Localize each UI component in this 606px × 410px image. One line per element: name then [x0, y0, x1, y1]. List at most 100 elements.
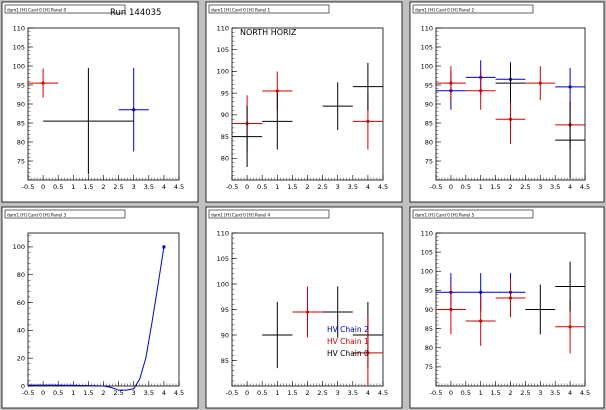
x-tick-label: 1.5 [490, 389, 500, 397]
y-tick-label: 90 [425, 100, 433, 108]
y-tick-label: 90 [425, 306, 433, 314]
x-tick-label: 2 [508, 389, 512, 397]
x-tick-label: 3 [538, 389, 542, 397]
x-tick-label: 2 [101, 389, 105, 397]
x-tick-label: 4 [162, 183, 166, 191]
y-tick-label: 80 [221, 155, 229, 163]
x-tick-label: 0.5 [461, 389, 471, 397]
data-point [538, 81, 542, 85]
y-tick-label: 95 [221, 89, 229, 97]
x-tick-label: 0.5 [257, 183, 267, 191]
y-tick-label: 110 [421, 24, 433, 32]
data-point [275, 89, 279, 93]
pad-title-box [4, 4, 126, 14]
data-point [132, 108, 136, 112]
x-tick-label: 3.5 [144, 389, 154, 397]
y-tick-label: 100 [13, 243, 25, 251]
x-tick-label: 4 [366, 183, 370, 191]
x-tick-label: 2.5 [520, 183, 530, 191]
data-point [366, 119, 370, 123]
data-point [305, 310, 310, 314]
x-tick-label: 4.5 [174, 183, 184, 191]
y-tick-label: 75 [425, 363, 433, 371]
x-tick-label: 0 [245, 389, 249, 397]
y-tick-label: 110 [217, 24, 229, 32]
y-tick-label: 85 [221, 357, 229, 365]
y-tick-label: 85 [221, 133, 229, 141]
x-tick-label: 2.5 [317, 389, 327, 397]
x-tick-label: 0 [245, 183, 249, 191]
legend-entry: HV Chain 2 [327, 325, 369, 334]
y-tick-label: 80 [17, 138, 25, 146]
y-tick-label: 80 [425, 138, 433, 146]
y-tick-label: 90 [17, 100, 25, 108]
x-tick-label: 4.5 [580, 183, 590, 191]
y-tick-label: 110 [421, 229, 433, 237]
pad-title-box [208, 209, 330, 219]
legend-entry: HV Chain 1 [327, 337, 369, 346]
x-tick-label: 4 [568, 183, 572, 191]
y-tick-label: 105 [421, 43, 433, 51]
data-point [479, 89, 483, 93]
pad-title: dam1 [H] Card 0 [H] Panel 3 [7, 213, 67, 218]
y-tick-label: 85 [17, 119, 25, 127]
y-tick-label: 90 [221, 111, 229, 119]
pad-1: dam1 [H] Card 0 [H] Panel 0 -0.5 0 0.5 1 1.5 2… [1, 1, 199, 203]
pad-annotation: NORTH HORIZ [240, 28, 297, 37]
y-tick-label: 80 [17, 271, 25, 279]
x-tick-label: 1 [275, 389, 279, 397]
x-tick-label: 4 [366, 389, 370, 397]
curve-marker [162, 245, 166, 249]
y-tick-label: 105 [217, 255, 229, 263]
pad-title-box [4, 209, 126, 219]
data-point [449, 307, 453, 312]
x-tick-label: 3 [336, 183, 340, 191]
x-tick-label: 1 [275, 183, 279, 191]
data-point [41, 81, 45, 85]
x-tick-label: 1 [71, 183, 75, 191]
y-tick-label: 100 [217, 280, 229, 288]
x-tick-label: 0 [449, 389, 453, 397]
data-point [568, 85, 572, 89]
pad-frame [1, 1, 199, 203]
pad-title-box [208, 4, 330, 14]
y-tick-label: 95 [425, 287, 433, 295]
x-tick-label: -0.5 [430, 389, 443, 397]
x-tick-label: 2.5 [113, 389, 123, 397]
x-tick-label: 2.5 [113, 183, 123, 191]
pad-title: dam1 [H] Card 0 [H] Panel 5 [415, 213, 475, 218]
pad-title-box [412, 209, 534, 219]
x-tick-label: -0.5 [226, 183, 239, 191]
x-tick-label: 4.5 [580, 389, 590, 397]
y-tick-label: 100 [421, 62, 433, 70]
x-tick-label: 3 [336, 389, 340, 397]
x-tick-label: 4.5 [174, 389, 184, 397]
pad-title: dam1 [H] Card 0 [H] Panel 2 [415, 8, 475, 13]
x-tick-label: -0.5 [430, 183, 443, 191]
pad-5: dam1 [H] Card 0 [H] Panel 4 -0.5 0 0.5 1 1.5 2… [205, 206, 403, 409]
x-tick-label: 3 [132, 389, 136, 397]
y-tick-label: 95 [17, 81, 25, 89]
y-tick-label: 105 [217, 46, 229, 54]
x-tick-label: 1 [71, 389, 75, 397]
y-tick-label: 90 [221, 331, 229, 339]
data-point [508, 117, 513, 121]
x-tick-label: 1 [479, 389, 483, 397]
x-tick-label: 4.5 [378, 389, 388, 397]
data-point [366, 351, 370, 355]
pad-title-box [412, 4, 534, 14]
y-tick-label: 100 [13, 62, 25, 70]
x-tick-label: 1.5 [287, 389, 297, 397]
x-tick-label: 3.5 [144, 183, 154, 191]
pad-6: dam1 [H] Card 0 [H] Panel 5 -0.5 0 0.5 1 1.5 2… [409, 206, 605, 409]
x-tick-label: -0.5 [22, 389, 35, 397]
x-tick-label: 4.5 [378, 183, 388, 191]
y-tick-label: 110 [217, 229, 229, 237]
x-tick-label: 3 [132, 183, 136, 191]
pad-title: dam1 [H] Card 0 [H] Panel 0 [7, 8, 67, 13]
y-tick-label: 100 [217, 68, 229, 76]
y-tick-label: 110 [13, 24, 25, 32]
x-tick-label: 1.5 [287, 183, 297, 191]
y-tick-label: 95 [425, 81, 433, 89]
x-tick-label: 0 [449, 183, 453, 191]
